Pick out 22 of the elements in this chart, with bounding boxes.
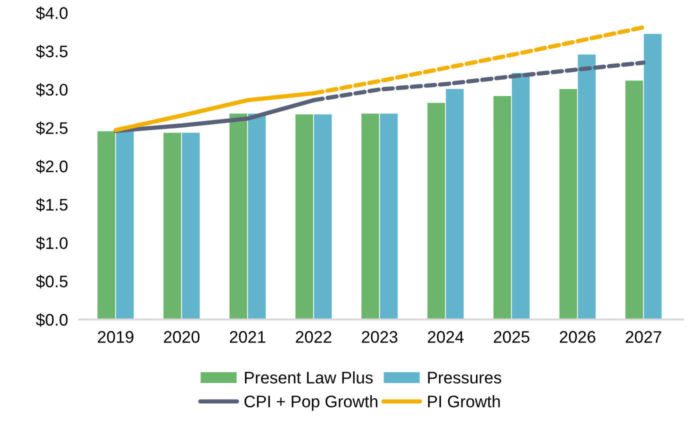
legend-label: PI Growth xyxy=(428,395,500,408)
x-tick-label: 2020 xyxy=(164,331,200,343)
x-tick-label: 2022 xyxy=(296,331,332,343)
x-tick-label: 2026 xyxy=(560,331,596,343)
y-tick-label: $4.0 xyxy=(36,6,68,20)
y-tick-label: $3.5 xyxy=(36,44,68,58)
x-tick-label: 2019 xyxy=(98,331,134,343)
y-tick-label: $2.0 xyxy=(36,160,68,174)
legend-label: Pressures xyxy=(428,372,502,384)
x-tick-label: 2021 xyxy=(230,331,266,343)
y-tick-label: $1.0 xyxy=(36,236,68,250)
legend-label: Present Law Plus xyxy=(245,371,373,384)
x-tick-label: 2025 xyxy=(494,331,530,343)
x-tick-label: 2024 xyxy=(428,331,464,343)
y-tick-label: $2.5 xyxy=(36,122,68,135)
y-tick-label: $1.5 xyxy=(36,198,68,212)
y-tick-label: $0.0 xyxy=(36,313,68,327)
legend-label: CPI + Pop Growth xyxy=(244,395,378,411)
x-tick-label: 2027 xyxy=(626,331,662,343)
y-tick-label: $3.0 xyxy=(36,83,68,97)
x-tick-label: 2023 xyxy=(362,331,398,343)
y-tick-label: $0.5 xyxy=(36,274,68,288)
